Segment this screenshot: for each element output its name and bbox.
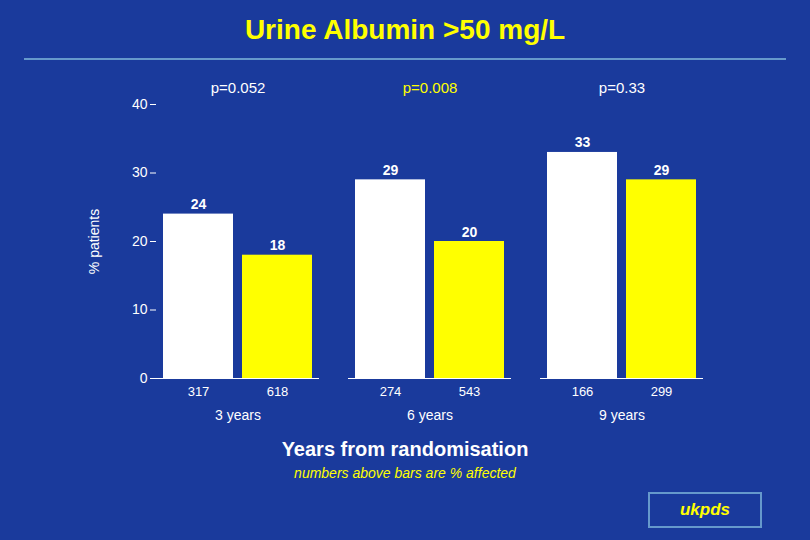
html-text:ukpds: ukpds [680,500,730,519]
svg-text:618: 618 [267,384,289,399]
svg-text:33: 33 [575,134,591,150]
svg-text:543: 543 [459,384,481,399]
html-text:Urine Albumin >50 mg/L: Urine Albumin >50 mg/L [244,14,566,45]
svg-text:274: 274 [380,384,402,399]
svg-text:29: 29 [654,162,670,178]
svg-text:p=0.33: p=0.33 [599,79,645,96]
svg-text:9 years: 9 years [599,407,645,423]
svg-text:0: 0 [140,370,148,386]
svg-text:18: 18 [270,237,286,253]
svg-text:30: 30 [132,164,148,180]
svg-text:29: 29 [383,162,399,178]
svg-text:% patients: % patients [86,209,102,274]
svg-text:317: 317 [188,384,210,399]
svg-text:299: 299 [651,384,673,399]
svg-text:10: 10 [132,301,148,317]
html-text:Years from randomisation: Years from randomisation [281,438,529,460]
svg-text:20: 20 [462,224,478,240]
svg-text:3 years: 3 years [215,407,261,423]
html-text:numbers above bars are % affec: numbers above bars are % affected [294,465,516,481]
svg-text:40: 40 [132,96,148,112]
svg-text:166: 166 [572,384,594,399]
svg-text:p=0.052: p=0.052 [211,79,266,96]
svg-text:20: 20 [132,233,148,249]
svg-text:p=0.008: p=0.008 [403,79,458,96]
svg-text:24: 24 [191,196,207,212]
svg-text:6 years: 6 years [407,407,453,423]
